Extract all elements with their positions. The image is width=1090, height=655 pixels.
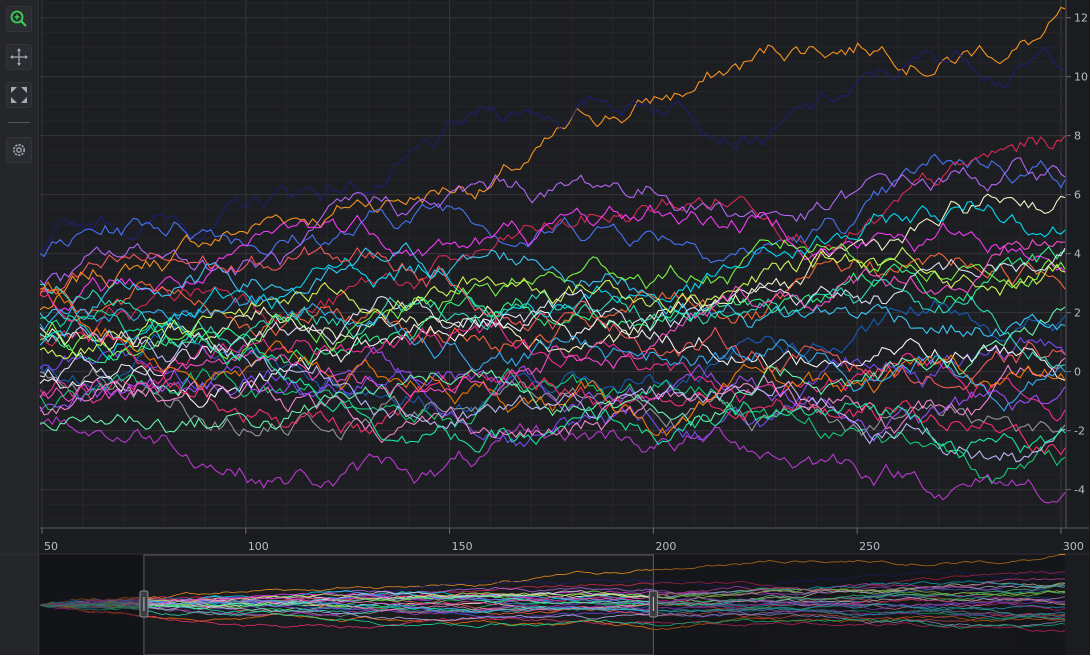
series-line-26 bbox=[39, 294, 1066, 412]
y-axis: -4 -2 0 2 4 6 8 10 12 bbox=[1065, 0, 1088, 528]
zoom-button[interactable] bbox=[6, 6, 32, 32]
y-tick-label: -2 bbox=[1074, 425, 1085, 438]
y-tick-label: 10 bbox=[1074, 71, 1088, 84]
pan-button[interactable] bbox=[6, 44, 32, 70]
y-tick-label: 8 bbox=[1074, 130, 1081, 143]
series-line-6 bbox=[39, 200, 1066, 361]
y-tick-label: 12 bbox=[1074, 12, 1088, 25]
plot-area bbox=[40, 0, 1065, 528]
y-tick-label: 0 bbox=[1074, 366, 1081, 379]
zoom-icon bbox=[10, 10, 27, 27]
series-line-27 bbox=[39, 294, 1066, 456]
y-tick-label: 4 bbox=[1074, 248, 1081, 261]
series-line-23 bbox=[39, 346, 1066, 442]
series-line-2 bbox=[39, 153, 1066, 264]
series-line-12 bbox=[39, 309, 1066, 408]
series-line-5 bbox=[39, 157, 1066, 286]
series-line-30 bbox=[39, 238, 1066, 403]
series-line-14 bbox=[39, 366, 1066, 441]
series-line-10 bbox=[39, 298, 1066, 417]
series-layer bbox=[39, 6, 1066, 504]
series-line-28 bbox=[40, 306, 1066, 434]
main-grid bbox=[40, 0, 1065, 528]
settings-button[interactable] bbox=[6, 137, 32, 163]
fit-button[interactable] bbox=[6, 82, 32, 108]
series-line-24 bbox=[39, 246, 1066, 360]
x-tick-label: 300 bbox=[1063, 540, 1084, 553]
x-tick-label: 200 bbox=[655, 540, 676, 553]
series-line-20 bbox=[39, 247, 1066, 384]
pan-icon bbox=[10, 48, 28, 66]
x-tick-label: 250 bbox=[859, 540, 880, 553]
series-line-21 bbox=[39, 357, 1066, 444]
series-line-8 bbox=[39, 252, 1066, 353]
series-line-29 bbox=[39, 326, 1066, 463]
x-tick-label: 150 bbox=[452, 540, 473, 553]
series-line-31 bbox=[39, 309, 1066, 459]
toolbar bbox=[0, 0, 39, 655]
y-tick-label: 6 bbox=[1074, 189, 1081, 202]
series-line-25 bbox=[39, 281, 1066, 437]
series-line-3 bbox=[39, 135, 1066, 347]
series-line-4 bbox=[39, 193, 1066, 353]
toolbar-separator bbox=[8, 122, 30, 123]
series-line-17 bbox=[39, 242, 1066, 338]
settings-icon bbox=[13, 144, 25, 156]
series-line-1 bbox=[39, 45, 1066, 252]
x-tick-label: 100 bbox=[248, 540, 269, 553]
x-tick-label: 50 bbox=[44, 540, 58, 553]
y-tick-label: 2 bbox=[1074, 307, 1081, 320]
series-line-0 bbox=[39, 6, 1066, 311]
series-line-18 bbox=[39, 245, 1066, 391]
y-tick-label: -4 bbox=[1074, 484, 1085, 497]
series-line-9 bbox=[39, 246, 1066, 366]
series-line-13 bbox=[39, 319, 1066, 422]
series-line-7 bbox=[39, 204, 1066, 312]
x-axis: 50 100 150 200 250 300 bbox=[40, 527, 1089, 553]
fit-icon bbox=[11, 87, 27, 103]
series-line-22 bbox=[39, 279, 1066, 369]
